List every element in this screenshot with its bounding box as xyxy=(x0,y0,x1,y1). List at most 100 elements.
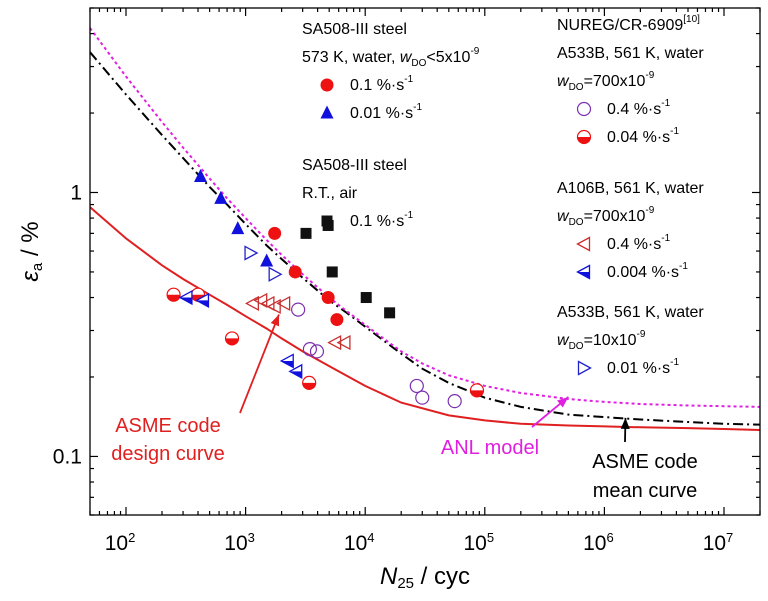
point xyxy=(291,302,306,317)
annotation-text: ANL model xyxy=(441,437,539,459)
point xyxy=(244,245,259,261)
point xyxy=(321,291,335,305)
y-tick-label: 0.1 xyxy=(53,445,82,468)
marker xyxy=(288,363,303,379)
marker xyxy=(231,221,245,235)
point xyxy=(327,334,342,351)
marker xyxy=(302,342,318,357)
curve xyxy=(89,51,761,426)
marker xyxy=(260,253,274,267)
legend-item-label: 0.004 %·s-1​ xyxy=(607,261,688,281)
legend-item-label: 0.04 %·s-1​ xyxy=(607,126,679,146)
marker xyxy=(300,227,312,239)
point xyxy=(300,227,312,239)
legend-heading: R.T., air xyxy=(302,185,358,202)
legend-item-label: 0.01 %·s-1​ xyxy=(350,102,422,122)
marker xyxy=(321,291,335,305)
marker xyxy=(326,266,338,278)
point xyxy=(260,253,274,267)
point xyxy=(409,378,424,394)
point xyxy=(326,266,338,278)
marker xyxy=(384,307,396,319)
point-half xyxy=(577,137,591,144)
y-axis-label: εa​ / % xyxy=(17,221,46,281)
point xyxy=(336,334,351,351)
point xyxy=(577,360,592,376)
marker xyxy=(577,360,592,376)
legend-heading: A533B, 561 K, water xyxy=(557,45,704,62)
point-half xyxy=(302,382,316,390)
point xyxy=(276,295,291,312)
marker xyxy=(268,266,283,282)
legend-heading: wDO​=10x10-9​ xyxy=(557,329,646,352)
marker xyxy=(576,101,592,117)
x-tick-label: 102​ xyxy=(105,530,136,555)
marker xyxy=(224,331,240,346)
marker xyxy=(360,292,372,304)
marker xyxy=(576,236,591,252)
point xyxy=(268,226,282,240)
annotation-text: mean curve xyxy=(593,480,698,502)
annotation-arrowhead xyxy=(557,396,569,408)
x-tick-label: 103​ xyxy=(224,530,255,555)
point xyxy=(231,221,245,235)
legend-heading: NUREG/CR-6909[10]​ xyxy=(557,14,700,34)
legend-heading: 573 K, water, wDO​<5x10-9​ xyxy=(302,46,480,69)
y-tick-label: 1 xyxy=(70,181,82,204)
legend-item-label: 0.4 %·s-1​ xyxy=(607,233,671,253)
point xyxy=(268,266,283,282)
marker xyxy=(469,383,485,398)
plot-frame xyxy=(89,7,761,516)
marker xyxy=(166,287,181,302)
marker xyxy=(268,226,282,240)
marker xyxy=(266,298,281,315)
point xyxy=(302,342,318,357)
point xyxy=(330,313,344,327)
x-tick-label: 107​ xyxy=(703,530,734,555)
marker xyxy=(447,394,462,409)
marker xyxy=(327,334,342,351)
point xyxy=(320,78,334,92)
marker xyxy=(576,264,591,280)
marker xyxy=(321,215,333,227)
point-half xyxy=(281,360,294,368)
annotation-arrow xyxy=(239,314,280,414)
marker xyxy=(178,289,193,306)
legend-heading: wDO​=700x10-9​ xyxy=(557,70,655,93)
legend-item-label: 0.01 %·s-1​ xyxy=(607,357,679,377)
point xyxy=(244,295,260,312)
point xyxy=(576,236,591,252)
point xyxy=(309,344,325,359)
marker xyxy=(279,353,294,369)
legend-item-label: 0.4 %·s-1​ xyxy=(607,98,671,118)
point-half xyxy=(225,338,239,345)
marker xyxy=(194,168,208,182)
marker xyxy=(309,344,325,359)
marker xyxy=(244,245,259,261)
legend-heading: SA508-III steel xyxy=(302,21,407,38)
legend-heading: A106B, 561 K, water xyxy=(557,180,704,197)
point xyxy=(194,168,208,182)
legend-heading: wDO​=700x10-9​ xyxy=(557,205,655,228)
x-tick-label: 106​ xyxy=(583,530,614,555)
marker xyxy=(409,378,424,394)
point-half xyxy=(196,300,209,307)
point xyxy=(266,298,281,315)
curve xyxy=(89,27,761,408)
marker xyxy=(291,302,306,317)
point xyxy=(320,105,334,119)
marker xyxy=(288,265,302,279)
axes: 102​ 103​ 104​ 105​ 106​ 107​ 0.1 1 N25​ / cyc εa… xyxy=(17,7,761,592)
point xyxy=(447,394,462,409)
marker xyxy=(330,313,344,327)
point-half xyxy=(289,371,302,378)
legend-heading: SA508-III steel xyxy=(302,157,407,174)
marker xyxy=(336,334,351,351)
marker xyxy=(302,375,317,390)
marker xyxy=(244,295,260,312)
point-half xyxy=(167,294,181,302)
point-half xyxy=(179,297,192,305)
legend-heading: A533B, 561 K, water xyxy=(557,304,704,321)
marker xyxy=(320,105,334,119)
